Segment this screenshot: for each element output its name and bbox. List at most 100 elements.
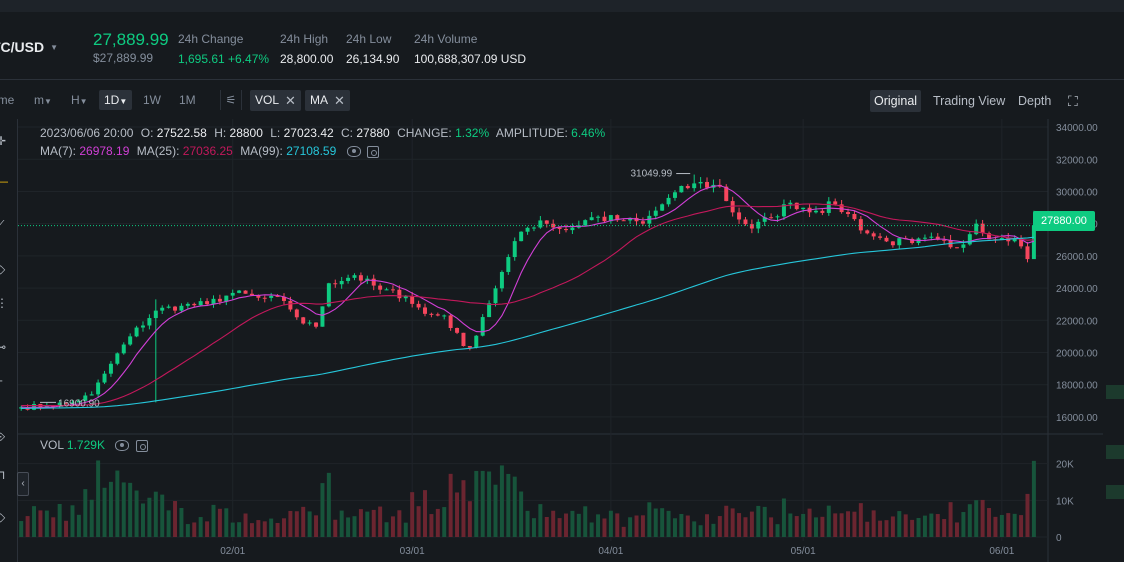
interval-1d[interactable]: 1D▼ — [99, 90, 133, 110]
candle-body — [602, 216, 607, 222]
volume-bar — [435, 508, 440, 537]
scroll-marker — [1106, 485, 1124, 499]
candle-body — [788, 202, 793, 205]
pattern-tool-icon[interactable]: ⋮ — [0, 296, 8, 310]
legend-vol-label: VOL — [40, 438, 64, 452]
candle-body — [653, 210, 658, 216]
interval-hour-label: H — [71, 93, 80, 107]
candle-body — [493, 288, 498, 304]
volume-bar — [531, 518, 536, 537]
candle-body — [256, 295, 261, 298]
candle-body — [557, 227, 562, 230]
volume-bar — [51, 517, 56, 537]
candle-body — [512, 241, 517, 258]
caret-down-icon: ▼ — [50, 42, 59, 52]
legend-c-label: C: — [341, 126, 354, 140]
stat-label: 24h High — [280, 32, 329, 46]
candle-body — [333, 283, 338, 285]
volume-bar — [185, 524, 190, 537]
candle-body — [551, 223, 556, 228]
close-icon[interactable]: ✕ — [334, 93, 345, 108]
volume-bar — [64, 520, 69, 537]
settings-icon[interactable] — [366, 145, 379, 158]
ma7-line — [21, 184, 1035, 409]
view-depth[interactable]: Depth — [1018, 94, 1052, 108]
volume-bar — [346, 517, 351, 537]
volume-tick-label: 10K — [1056, 496, 1074, 507]
fib-tool-icon[interactable]: ◇ — [0, 262, 6, 276]
candle-body — [922, 237, 927, 239]
volume-bar — [217, 508, 222, 537]
text-tool-icon[interactable]: Γ — [0, 379, 8, 391]
legend-c: 27880 — [356, 126, 390, 140]
volume-bar — [846, 511, 851, 537]
volume-bar — [679, 514, 684, 537]
volume-bar — [493, 484, 498, 537]
volume-bar — [570, 510, 575, 537]
volume-bar — [974, 500, 979, 537]
candle-body — [974, 223, 979, 235]
candle-body — [698, 181, 703, 184]
volume-bar — [519, 491, 524, 537]
stat-value: 1,695.61 +6.47% — [178, 52, 270, 66]
stat-label: 24h Change — [178, 32, 244, 46]
volume-bar — [192, 522, 197, 537]
delete-icon[interactable]: ◇ — [0, 510, 6, 524]
right-scroll-area[interactable] — [1103, 119, 1124, 562]
candle-body — [749, 224, 754, 229]
low-marker-label: 16900.90 — [58, 398, 100, 409]
volume-bar — [288, 510, 293, 537]
interval-time[interactable]: ime — [0, 93, 15, 107]
candle-body — [846, 212, 851, 215]
settings-icon[interactable] — [135, 439, 148, 452]
indicator-settings-icon[interactable]: ⚟ — [220, 90, 242, 110]
volume-bar — [128, 482, 133, 537]
candle-body — [217, 298, 222, 302]
price-tick-label: 30000.00 — [1056, 187, 1098, 198]
volume-bar — [320, 483, 325, 537]
volume-bar — [390, 516, 395, 537]
line-tool-icon[interactable]: — — [0, 175, 8, 187]
trend-line-icon[interactable]: ⟋ — [0, 218, 5, 232]
candle-body — [179, 305, 184, 311]
eye-icon[interactable] — [115, 440, 130, 452]
lock-icon[interactable]: ⊓ — [0, 468, 6, 482]
candle-body — [890, 241, 895, 246]
interval-hour[interactable]: H▼ — [71, 90, 88, 110]
candle-body — [942, 239, 947, 241]
interval-1w[interactable]: 1W — [143, 93, 161, 107]
legend-h: 28800 — [229, 126, 263, 140]
candle-body — [76, 400, 81, 403]
interval-1m[interactable]: 1M — [179, 93, 196, 107]
crosshair-icon[interactable]: ✛ — [0, 134, 7, 148]
candle-body — [737, 212, 742, 220]
view-trading-view[interactable]: Trading View — [933, 94, 1006, 108]
price-chart[interactable]: 34000.0032000.0030000.0028000.0026000.00… — [18, 119, 1103, 562]
brush-tool-icon[interactable]: ⟐ — [0, 430, 6, 444]
candle-body — [249, 293, 254, 296]
indicator-chip-ma[interactable]: MA ✕ — [305, 90, 350, 111]
candle-body — [153, 310, 158, 319]
view-original[interactable]: Original — [870, 90, 922, 112]
candle-body — [352, 275, 357, 278]
volume-bar — [121, 482, 126, 537]
fullscreen-icon[interactable]: ⛶ — [1068, 93, 1078, 109]
candle-body — [166, 306, 171, 308]
close-icon[interactable]: ✕ — [285, 93, 296, 108]
eye-icon[interactable] — [346, 146, 361, 158]
price-tick-label: 16000.00 — [1056, 413, 1098, 424]
candle-body — [878, 236, 883, 238]
candle-body — [519, 231, 524, 242]
volume-bar — [365, 511, 370, 537]
candle-body — [852, 214, 857, 220]
candle-body — [96, 382, 101, 395]
interval-minute[interactable]: m▼ — [34, 90, 52, 110]
price-tick-label: 32000.00 — [1056, 155, 1098, 166]
volume-bar — [147, 497, 152, 537]
volume-bar — [442, 507, 447, 537]
collapse-sidebar-icon[interactable]: ‹ — [17, 472, 29, 496]
measure-tool-icon[interactable]: ⊸ — [0, 340, 7, 354]
volume-bar — [987, 508, 992, 537]
indicator-chip-vol[interactable]: VOL ✕ — [250, 90, 301, 111]
pair-selector[interactable]: TC/USD ▼ — [0, 39, 58, 55]
